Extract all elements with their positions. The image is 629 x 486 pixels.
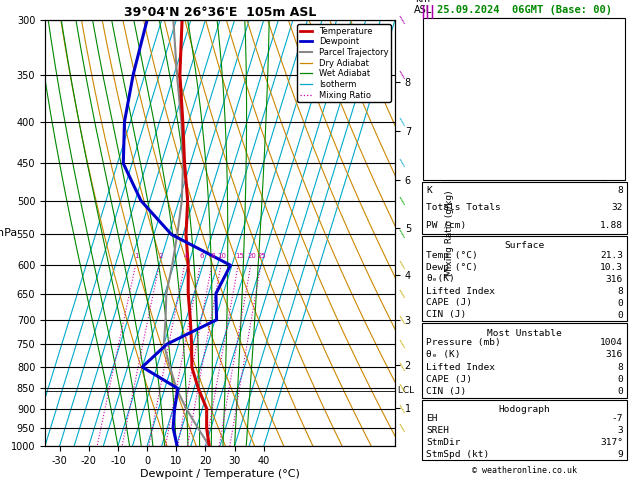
X-axis label: Dewpoint / Temperature (°C): Dewpoint / Temperature (°C) [140, 469, 300, 479]
Text: EH: EH [426, 415, 438, 423]
Text: CAPE (J): CAPE (J) [426, 375, 472, 384]
Text: 6: 6 [199, 253, 204, 260]
Text: Surface: Surface [504, 242, 545, 250]
Text: |||: ||| [420, 5, 435, 19]
Text: /: / [398, 315, 408, 325]
Text: 1004: 1004 [600, 338, 623, 347]
Text: 9: 9 [617, 450, 623, 459]
Title: 39°04'N 26°36'E  105m ASL: 39°04'N 26°36'E 105m ASL [124, 6, 316, 19]
Text: 0: 0 [617, 311, 623, 319]
Text: 8: 8 [617, 363, 623, 371]
Text: /: / [398, 260, 408, 270]
Text: 10.3: 10.3 [600, 262, 623, 272]
Text: /: / [398, 289, 408, 298]
Text: StmDir: StmDir [426, 438, 460, 447]
Text: Mixing Ratio (g/kg): Mixing Ratio (g/kg) [445, 190, 455, 276]
Text: /: / [398, 230, 408, 239]
Text: Lifted Index: Lifted Index [426, 287, 495, 295]
Text: /: / [398, 404, 408, 414]
Text: Dewp (°C): Dewp (°C) [426, 262, 478, 272]
Text: /: / [398, 384, 408, 393]
Text: CIN (J): CIN (J) [426, 387, 466, 396]
Text: 25: 25 [257, 253, 266, 260]
Text: θₑ (K): θₑ (K) [426, 350, 460, 359]
Text: CAPE (J): CAPE (J) [426, 298, 472, 308]
Text: SREH: SREH [426, 426, 449, 435]
Text: /: / [398, 16, 408, 25]
Text: 2: 2 [159, 253, 162, 260]
Legend: Temperature, Dewpoint, Parcel Trajectory, Dry Adiabat, Wet Adiabat, Isotherm, Mi: Temperature, Dewpoint, Parcel Trajectory… [297, 24, 391, 102]
Text: Pressure (mb): Pressure (mb) [426, 338, 501, 347]
Text: 32: 32 [611, 204, 623, 212]
Text: 317°: 317° [600, 438, 623, 447]
Text: Most Unstable: Most Unstable [487, 329, 562, 337]
Text: 0: 0 [617, 298, 623, 308]
Text: 1: 1 [135, 253, 139, 260]
Text: Hodograph: Hodograph [499, 405, 550, 415]
Text: /: / [398, 159, 408, 168]
Text: Lifted Index: Lifted Index [426, 363, 495, 371]
Text: 21.3: 21.3 [600, 250, 623, 260]
Text: /: / [398, 340, 408, 349]
Text: /: / [398, 196, 408, 206]
Text: 10: 10 [218, 253, 226, 260]
Text: hPa: hPa [0, 228, 17, 238]
Text: 15: 15 [235, 253, 243, 260]
Text: 316: 316 [606, 275, 623, 283]
Text: 8: 8 [211, 253, 215, 260]
Text: 8: 8 [617, 186, 623, 195]
Text: 4: 4 [184, 253, 188, 260]
Text: © weatheronline.co.uk: © weatheronline.co.uk [472, 466, 577, 475]
Text: /: / [398, 117, 408, 126]
Text: Temp (°C): Temp (°C) [426, 250, 478, 260]
Text: kt: kt [446, 24, 454, 34]
Text: LCL: LCL [395, 386, 414, 395]
Text: Totals Totals: Totals Totals [426, 204, 501, 212]
Text: /: / [398, 363, 408, 372]
Text: 316: 316 [606, 350, 623, 359]
Text: 1.88: 1.88 [600, 221, 623, 230]
Text: 0: 0 [617, 387, 623, 396]
Text: θₑ(K): θₑ(K) [426, 275, 455, 283]
Text: StmSpd (kt): StmSpd (kt) [426, 450, 489, 459]
Text: 20: 20 [247, 253, 256, 260]
Text: K: K [426, 186, 431, 195]
Text: 0: 0 [617, 375, 623, 384]
Text: 8: 8 [617, 287, 623, 295]
Text: 3: 3 [617, 426, 623, 435]
Text: -7: -7 [611, 415, 623, 423]
Text: km
ASL: km ASL [414, 0, 432, 15]
Text: /: / [398, 423, 408, 433]
Text: /: / [398, 70, 408, 79]
Text: CIN (J): CIN (J) [426, 311, 466, 319]
Text: 25.09.2024  06GMT (Base: 00): 25.09.2024 06GMT (Base: 00) [437, 5, 612, 15]
Text: PW (cm): PW (cm) [426, 221, 466, 230]
